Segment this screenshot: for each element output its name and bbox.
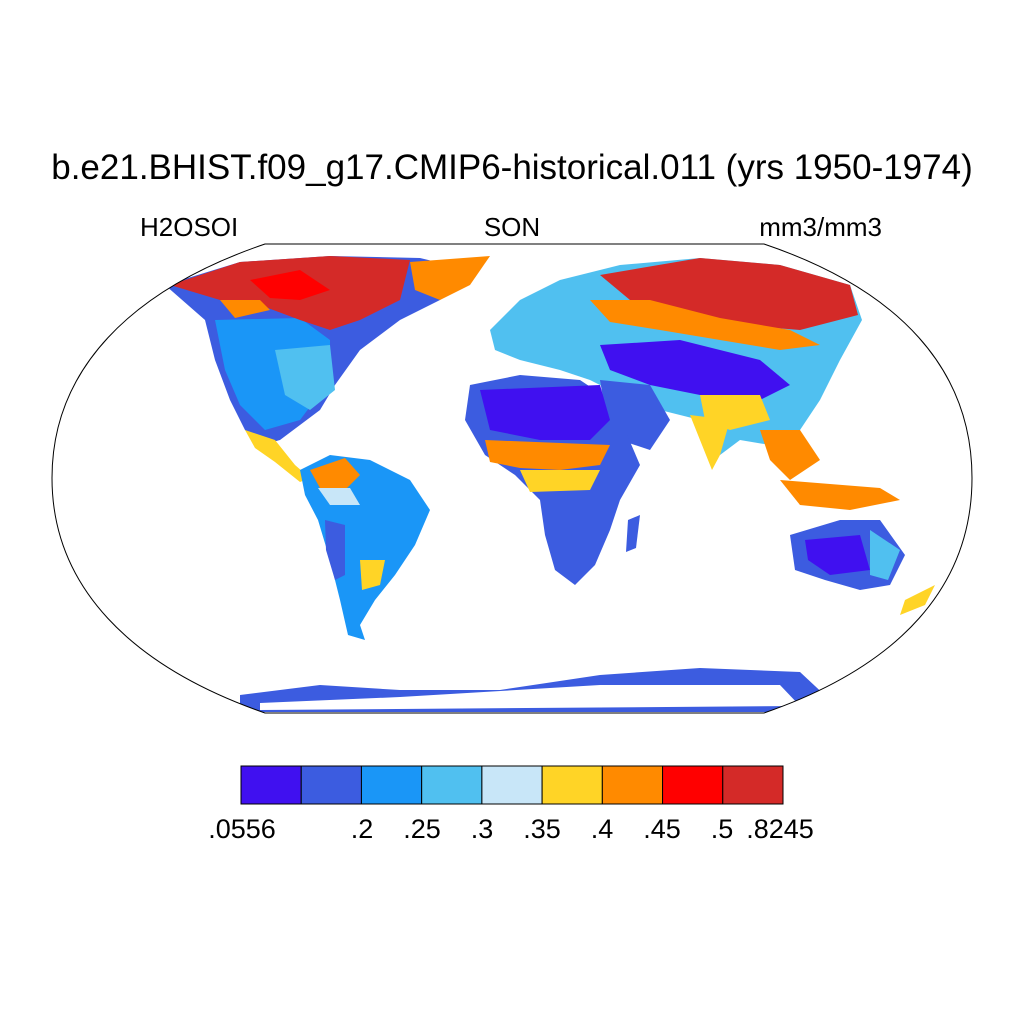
antarctica-interior: [260, 685, 800, 710]
greenland-land: [410, 256, 490, 300]
colorbar-tick-label: .5: [710, 814, 734, 844]
central-america-land: [245, 430, 310, 482]
india-land: [690, 415, 730, 470]
colorbar-tick-label: .35: [523, 814, 561, 844]
colorbar-tick-label: .2: [350, 814, 374, 844]
plot-title: b.e21.BHIST.f09_g17.CMIP6-historical.011…: [51, 148, 973, 187]
colorbar: [240, 765, 784, 805]
units-label: mm3/mm3: [759, 212, 882, 242]
colorbar-tick-label: .8245: [746, 814, 814, 844]
sahel-wet: [485, 440, 610, 470]
north-america-east-patch: [275, 345, 335, 410]
colorbar-swatch: [421, 765, 483, 805]
central-africa-patch: [520, 470, 600, 492]
land-areas: [165, 256, 935, 712]
colorbar-tick-label: .3: [470, 814, 494, 844]
south-america-dry-patch: [325, 520, 345, 580]
colorbar-tick-label: .0556: [208, 814, 276, 844]
australia-east: [870, 530, 900, 580]
siberia-wet: [600, 258, 858, 330]
variable-label: H2OSOI: [140, 212, 239, 242]
colorbar-swatch: [300, 765, 362, 805]
colorbar-tick-label: .45: [643, 814, 681, 844]
amazon-basin-patch: [318, 488, 360, 505]
new-zealand: [900, 585, 935, 615]
colorbar-tick-label: .25: [403, 814, 441, 844]
colorbar-swatch: [722, 765, 784, 805]
madagascar: [626, 515, 640, 552]
indonesia-land: [780, 480, 900, 510]
colorbar-swatch: [481, 765, 543, 805]
central-asia-dry: [600, 340, 790, 400]
colorbar-tick-label: .4: [590, 814, 614, 844]
colorbar-swatch: [240, 765, 302, 805]
australia-dry: [805, 535, 870, 575]
colorbar-swatch: [662, 765, 724, 805]
amazon-wet-patch: [310, 458, 360, 490]
sahara-dry: [480, 385, 610, 440]
season-label: SON: [483, 212, 541, 242]
colorbar-swatch: [541, 765, 603, 805]
siberia-wet-2: [590, 300, 820, 350]
se-asia-land: [760, 430, 820, 480]
south-america-se-patch: [360, 560, 385, 590]
north-america-arctic-2: [250, 270, 330, 300]
colorbar-swatch: [601, 765, 664, 805]
north-america-mid-patch: [220, 300, 270, 318]
colorbar-swatch: [360, 765, 423, 805]
map-outline: [51, 243, 973, 714]
